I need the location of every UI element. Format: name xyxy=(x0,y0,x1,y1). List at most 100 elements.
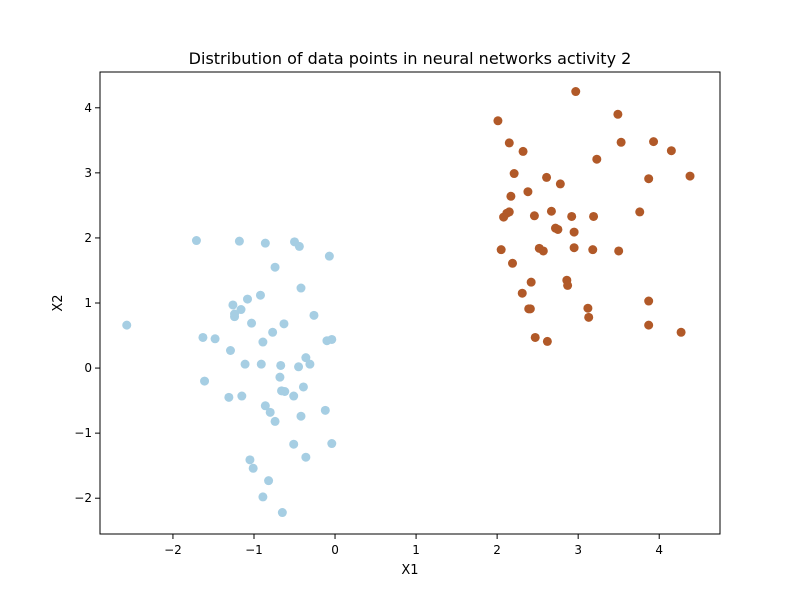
data-point xyxy=(258,337,268,347)
data-point xyxy=(526,277,536,287)
data-point xyxy=(530,332,540,342)
data-point xyxy=(616,137,626,147)
data-point xyxy=(264,476,274,486)
data-point xyxy=(268,327,278,337)
x-tick-label: −1 xyxy=(245,543,263,557)
data-point xyxy=(275,372,285,382)
data-point xyxy=(237,391,247,401)
data-point xyxy=(676,327,686,337)
x-tick-label: 1 xyxy=(412,543,420,557)
data-point xyxy=(327,439,337,449)
data-point xyxy=(258,492,268,502)
data-point xyxy=(245,455,255,465)
y-tick-label: 4 xyxy=(84,101,92,115)
data-point xyxy=(613,109,623,119)
data-point xyxy=(644,296,654,306)
data-point xyxy=(592,154,602,164)
data-point xyxy=(555,179,565,189)
data-point xyxy=(569,243,579,253)
ticks-layer: −2 −1 0 1 2 3 4 −2 −1 0 1 2 3 4 xyxy=(74,101,663,557)
data-point xyxy=(296,411,306,421)
data-point xyxy=(583,303,593,313)
data-point xyxy=(614,246,624,256)
data-point xyxy=(243,294,253,304)
data-point xyxy=(588,245,598,255)
data-point xyxy=(294,362,304,372)
data-point xyxy=(301,452,311,462)
data-point xyxy=(260,238,270,248)
x-tick-label: −2 xyxy=(164,543,182,557)
y-axis-label: X2 xyxy=(51,294,66,311)
data-point xyxy=(270,416,280,426)
data-point xyxy=(508,258,518,268)
data-point xyxy=(584,312,594,322)
data-point xyxy=(289,391,299,401)
data-point xyxy=(553,224,563,234)
data-point xyxy=(200,376,210,386)
data-point xyxy=(298,382,308,392)
data-point xyxy=(685,171,695,181)
data-point xyxy=(324,251,334,261)
data-point xyxy=(230,312,240,322)
x-tick-label: 0 xyxy=(331,543,339,557)
x-tick-label: 3 xyxy=(574,543,582,557)
data-point xyxy=(644,174,654,184)
x-tick-label: 4 xyxy=(655,543,663,557)
data-point xyxy=(122,320,132,330)
data-point xyxy=(234,236,244,246)
data-point xyxy=(571,87,581,97)
data-point xyxy=(666,146,676,156)
data-point xyxy=(529,211,539,221)
data-point xyxy=(210,334,220,344)
data-point xyxy=(320,405,330,415)
data-point xyxy=(327,334,337,344)
data-point xyxy=(198,332,208,342)
data-point xyxy=(563,280,573,290)
data-point xyxy=(224,392,234,402)
data-point xyxy=(309,310,319,320)
data-point xyxy=(635,207,645,217)
data-point xyxy=(496,245,506,255)
data-point xyxy=(523,187,533,197)
data-point xyxy=(277,508,287,518)
y-tick-label: −1 xyxy=(74,426,92,440)
y-tick-label: −2 xyxy=(74,491,92,505)
data-point xyxy=(305,359,315,369)
data-point xyxy=(296,283,306,293)
data-point xyxy=(240,359,250,369)
data-point xyxy=(255,290,265,300)
data-point xyxy=(228,300,238,310)
points-layer xyxy=(122,87,695,518)
y-tick-label: 1 xyxy=(84,296,92,310)
data-point xyxy=(260,401,270,411)
data-point xyxy=(499,212,509,222)
data-point xyxy=(493,116,503,126)
data-point xyxy=(236,305,246,315)
y-tick-label: 2 xyxy=(84,231,92,245)
data-point xyxy=(569,227,579,237)
x-axis-label: X1 xyxy=(401,563,418,578)
data-point xyxy=(289,439,299,449)
data-point xyxy=(256,359,266,369)
data-point xyxy=(517,288,527,298)
data-point xyxy=(542,172,552,182)
chart-title: Distribution of data points in neural ne… xyxy=(189,49,632,68)
data-point xyxy=(644,320,654,330)
data-point xyxy=(509,169,519,179)
y-tick-label: 0 xyxy=(84,361,92,375)
data-point xyxy=(589,211,599,221)
data-point xyxy=(279,319,289,329)
data-point xyxy=(294,241,304,251)
x-tick-label: 2 xyxy=(493,543,501,557)
data-point xyxy=(525,304,535,314)
data-point xyxy=(247,318,257,328)
data-point xyxy=(649,137,659,147)
data-point xyxy=(301,353,311,363)
data-point xyxy=(225,346,235,356)
data-point xyxy=(280,386,290,396)
data-point xyxy=(538,246,548,256)
data-point xyxy=(265,407,275,417)
data-point xyxy=(270,262,280,272)
